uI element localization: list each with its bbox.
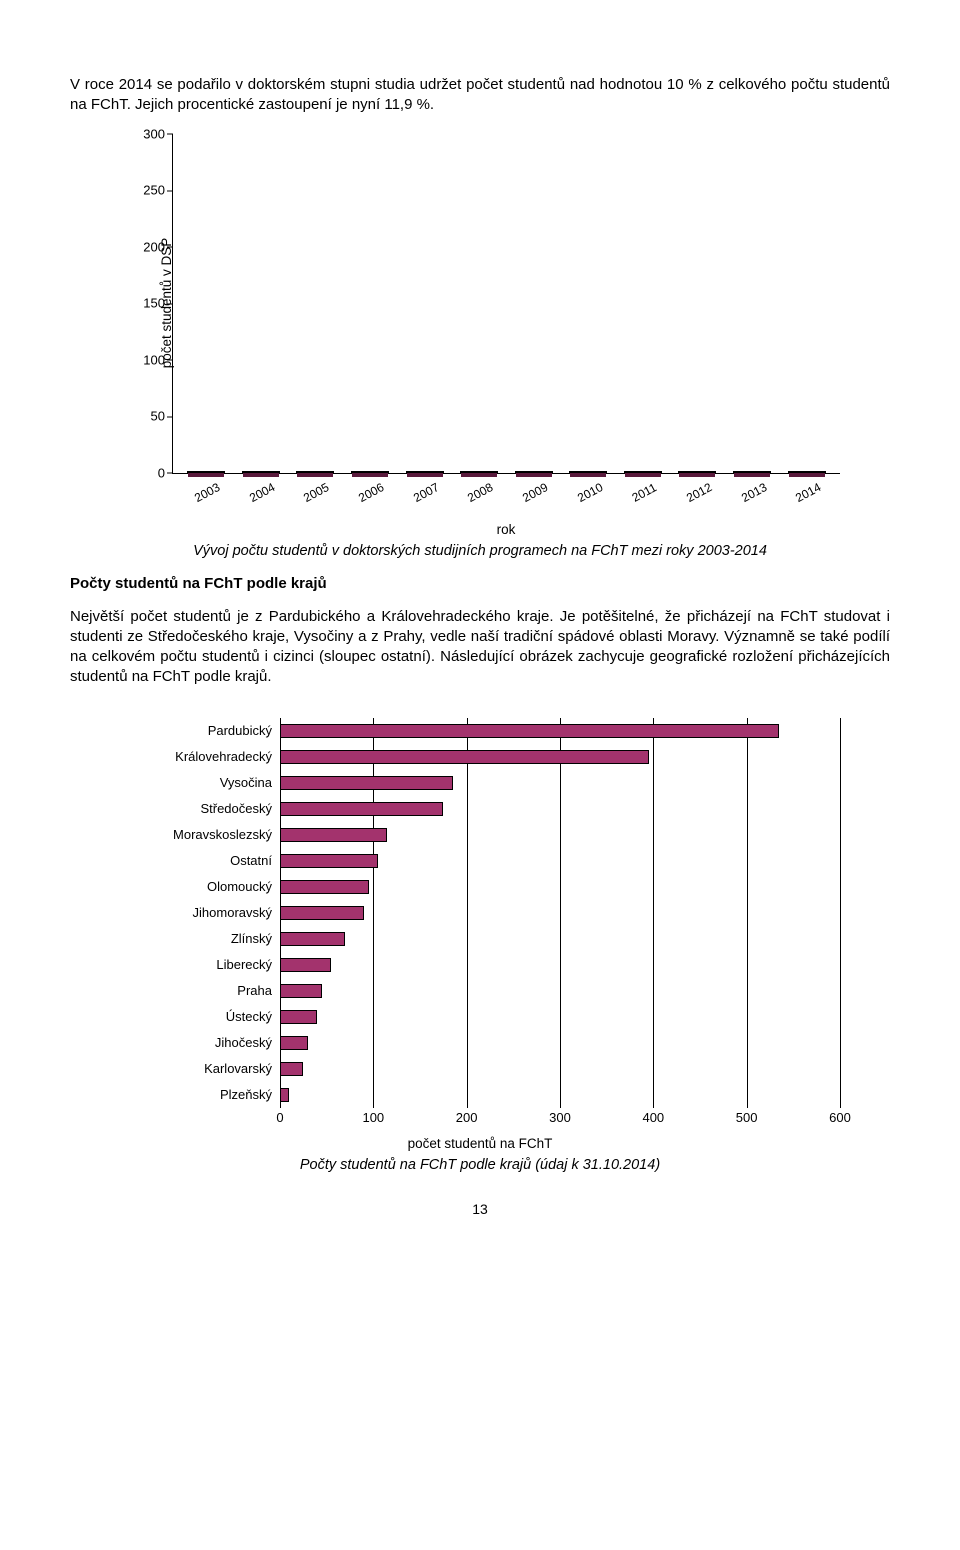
chart1-ytick: 100 [125, 352, 165, 367]
chart1-ytick: 0 [125, 465, 165, 480]
chart2-caption: Počty studentů na FChT podle krajů (údaj… [70, 1157, 890, 1173]
chart2-category-label: Zlínský [120, 931, 280, 946]
chart1-ytick: 250 [125, 183, 165, 198]
chart2-xtick: 400 [642, 1110, 664, 1125]
chart2-xtick: 100 [362, 1110, 384, 1125]
chart2-category-label: Středočeský [120, 801, 280, 816]
page-number: 13 [70, 1201, 890, 1217]
chart1-ytick: 50 [125, 409, 165, 424]
chart-dsp-students: počet studentů v DSP 050100150200250300 … [120, 134, 840, 537]
chart2-category-label: Pardubický [120, 723, 280, 738]
chart2-bar [280, 802, 443, 816]
body-paragraph: Největší počet studentů je z Pardubickéh… [70, 607, 890, 688]
section-heading: Počty studentů na FChT podle krajů [70, 575, 890, 592]
chart2-xtick: 200 [456, 1110, 478, 1125]
chart2-category-label: Ostatní [120, 853, 280, 868]
chart1-ytick: 200 [125, 239, 165, 254]
chart2-category-label: Jihomoravský [120, 905, 280, 920]
chart2-bar [280, 1010, 317, 1024]
chart2-category-label: Praha [120, 983, 280, 998]
chart2-category-label: Moravskoslezský [120, 827, 280, 842]
chart2-bar [280, 750, 649, 764]
chart2-bar [280, 880, 369, 894]
chart2-category-label: Královehradecký [120, 749, 280, 764]
chart2-x-axis-label: počet studentů na FChT [120, 1136, 840, 1151]
chart2-category-label: Plzeňský [120, 1087, 280, 1102]
chart2-bar [280, 984, 322, 998]
chart2-bar [280, 828, 387, 842]
chart2-category-label: Karlovarský [120, 1061, 280, 1076]
chart2-xtick: 300 [549, 1110, 571, 1125]
chart2-xtick: 0 [276, 1110, 283, 1125]
chart2-category-label: Vysočina [120, 775, 280, 790]
chart2-category-label: Olomoucký [120, 879, 280, 894]
chart2-bar [280, 1036, 308, 1050]
chart1-ytick: 300 [125, 126, 165, 141]
chart2-category-label: Liberecký [120, 957, 280, 972]
intro-paragraph: V roce 2014 se podařilo v doktorském stu… [70, 75, 890, 116]
chart2-bar [280, 776, 453, 790]
chart1-x-axis-label: rok [172, 522, 840, 537]
chart2-xtick: 500 [736, 1110, 758, 1125]
chart1-caption: Vývoj počtu studentů v doktorských studi… [70, 543, 890, 559]
chart2-category-label: Jihočeský [120, 1035, 280, 1050]
chart-students-by-region: Pardubický Královehradecký Vysočina Středoč… [120, 718, 840, 1151]
chart2-bar [280, 932, 345, 946]
chart2-category-label: Ústecký [120, 1009, 280, 1024]
chart2-xtick: 600 [829, 1110, 851, 1125]
chart2-bar [280, 854, 378, 868]
chart2-bar [280, 958, 331, 972]
chart1-ytick: 150 [125, 296, 165, 311]
chart2-bar [280, 1088, 289, 1102]
chart2-bar [280, 1062, 303, 1076]
chart2-bar [280, 906, 364, 920]
chart2-bar [280, 724, 779, 738]
